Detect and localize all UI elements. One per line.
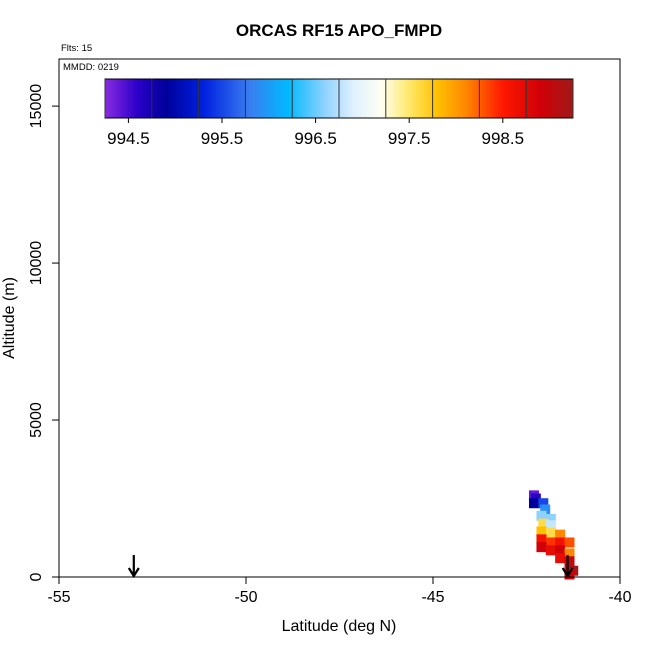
data-point: [536, 542, 547, 553]
y-tick-label: 10000: [28, 241, 45, 286]
date-note: MMDD: 0219: [63, 62, 119, 73]
data-point: [540, 504, 551, 515]
y-tick-label: 5000: [28, 402, 45, 438]
chart-title: ORCAS RF15 APO_FMPD: [236, 21, 442, 40]
x-axis-label: Latitude (deg N): [282, 618, 397, 635]
y-axis: 0 5000 10000 15000: [28, 84, 59, 581]
data-point: [536, 510, 547, 521]
y-axis-label: Altitude (m): [1, 277, 18, 359]
data-point: [564, 537, 575, 548]
y-tick-label: 15000: [28, 84, 45, 129]
data-point: [545, 528, 556, 539]
x-tick-label: -40: [608, 589, 631, 606]
plot-frame: [58, 58, 621, 578]
data-point: [536, 534, 547, 545]
arrow-head: [127, 567, 140, 579]
data-point: [555, 529, 566, 540]
plot-area: [127, 490, 579, 580]
flights-note: Flts: 15: [61, 43, 92, 54]
colorbar-tick-label: 998.5: [482, 129, 525, 148]
data-point: [545, 520, 556, 531]
data-point: [545, 537, 556, 548]
x-tick-label: -50: [234, 589, 257, 606]
colorbar-tick-label: 995.5: [201, 129, 244, 148]
data-point: [538, 498, 549, 509]
data-point: [545, 513, 556, 524]
data-point: [538, 518, 549, 529]
data-point: [545, 545, 556, 556]
colorbar-tick-label: 996.5: [294, 129, 337, 148]
data-point: [555, 537, 566, 548]
data-point: [555, 553, 566, 564]
data-point: [564, 556, 575, 567]
colorbar-tick-label: 994.5: [107, 129, 150, 148]
colorbar: 994.5 995.5 996.5 997.5 998.5: [104, 78, 574, 148]
arrow-head: [561, 567, 574, 579]
x-tick-label: -45: [421, 589, 444, 606]
data-point: [564, 548, 575, 559]
y-tick-label: 0: [28, 572, 45, 581]
data-point: [536, 526, 547, 537]
x-axis: -55 -50 -45 -40: [47, 577, 632, 606]
colorbar-tick-label: 997.5: [388, 129, 431, 148]
data-point: [528, 498, 539, 509]
x-tick-label: -55: [47, 589, 70, 606]
data-point: [555, 545, 566, 556]
